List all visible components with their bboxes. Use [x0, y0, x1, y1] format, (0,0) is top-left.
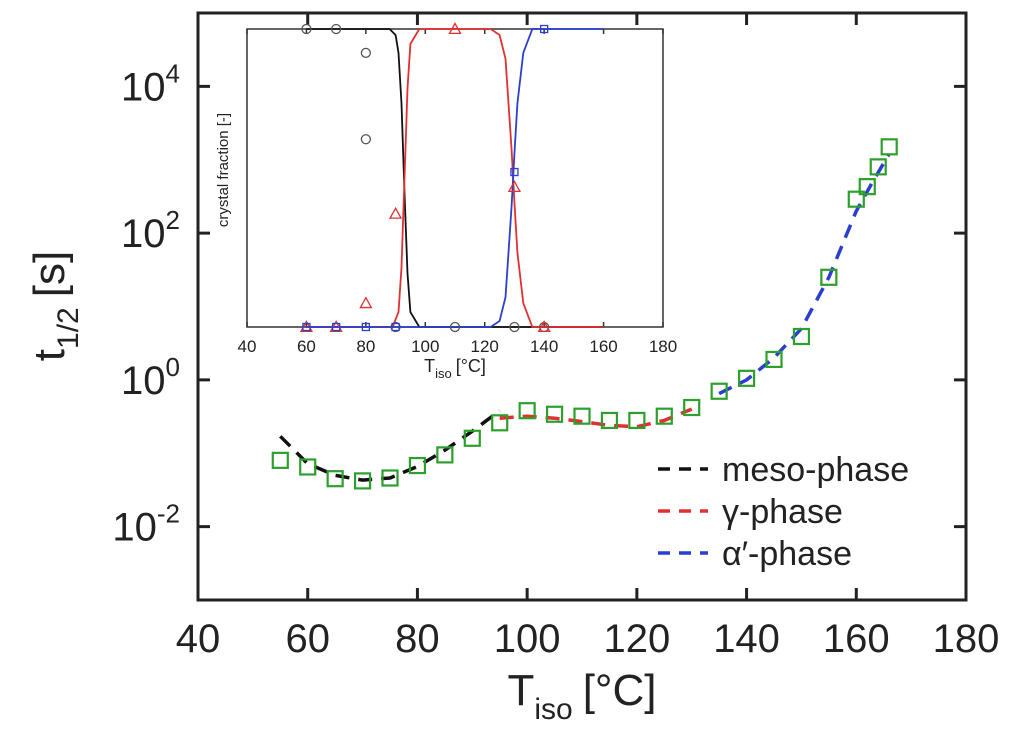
inset-point-triangle [299, 320, 314, 333]
main-x-axis-unit: [°C] [583, 666, 657, 715]
fit-line-phase [718, 153, 891, 396]
inset-x-tick-label: 160 [589, 337, 617, 356]
main-x-tick-label: 80 [395, 617, 440, 661]
main-x-tick-label: 180 [933, 617, 1000, 661]
main-x-tick-label: 100 [494, 617, 561, 661]
data-point-square [408, 456, 427, 475]
inset-curve [306, 28, 604, 328]
data-point-square [600, 411, 619, 430]
inset-point-circle [449, 321, 461, 333]
inset-curves [306, 28, 604, 328]
fit-line-mesophase [279, 409, 501, 482]
data-point-square [792, 327, 811, 346]
inset-point-square [510, 167, 519, 177]
legend-label: γ-phase [722, 493, 843, 531]
inset-point-triangle [359, 296, 373, 309]
inset-point-circle [330, 23, 342, 35]
legend: meso-phase γ-phase α′-phase [658, 451, 909, 573]
main-x-tick-label: 40 [176, 617, 221, 661]
data-point-square [518, 402, 536, 420]
main-y-axis-subscript: 1/2 [52, 307, 85, 349]
inset-point-triangle [388, 206, 403, 219]
data-point-square [436, 446, 454, 464]
inset-point-square [331, 322, 341, 332]
inset-x-axis-title: Tiso [°C] [424, 356, 486, 381]
main-y-tick-label: 102 [121, 205, 180, 256]
inset-x-tick-label: 60 [297, 337, 316, 356]
data-point-square [710, 382, 728, 400]
inset-x-tick-label: 80 [356, 337, 375, 356]
inset-point-triangle [537, 320, 551, 333]
data-point-square [299, 458, 317, 476]
data-point-square [737, 369, 756, 387]
main-y-tick-label: 10-2 [112, 499, 180, 550]
inset-x-axis-unit: [°C] [456, 356, 486, 376]
main-y-axis-symbol: t [25, 349, 74, 361]
main-x-tick-label: 140 [713, 617, 780, 661]
data-point-square [683, 398, 701, 417]
main-x-axis-title: Tiso [°C] [507, 666, 656, 726]
main-x-tick-label: 120 [603, 617, 670, 661]
data-point-square [326, 470, 344, 488]
inset-data-markers [299, 22, 551, 333]
legend-label: α′-phase [722, 535, 852, 573]
data-point-square [847, 190, 865, 208]
main-fit-lines [279, 153, 891, 482]
main-x-tick-label: 60 [285, 617, 330, 661]
inset-x-tick-label: 180 [649, 337, 677, 356]
data-point-square [858, 178, 876, 196]
main-y-tick-labels: 10-2 100 102 104 [112, 58, 180, 549]
legend-label: meso-phase [722, 451, 909, 489]
inset-point-circle [509, 321, 520, 333]
data-point-square [869, 158, 887, 176]
inset-x-tick-label: 40 [238, 337, 257, 356]
inset-point-circle [360, 47, 372, 58]
main-x-tick-labels: 40 60 80 100 120 140 160 180 [176, 617, 1000, 661]
inset-point-circle [301, 23, 312, 35]
inset-curve [306, 28, 604, 328]
data-point-square [545, 405, 564, 423]
inset-y-axis-title: crystal fraction [-] [215, 113, 232, 227]
inset-curve [306, 28, 604, 328]
main-x-axis-symbol: T [507, 666, 534, 715]
data-point-square [765, 350, 783, 369]
main-data-markers [271, 138, 898, 490]
data-point-square [820, 268, 838, 286]
data-point-square [271, 451, 289, 469]
main-y-tick-label: 104 [121, 58, 180, 109]
inset-point-square [302, 322, 311, 332]
inset-point-triangle [507, 180, 522, 192]
inset-background [245, 28, 665, 328]
main-y-axis-unit: [s] [25, 251, 74, 297]
inset-point-square [361, 322, 371, 332]
main-plot-frame [196, 11, 968, 602]
inset-point-square [539, 24, 549, 34]
inset-point-circle [360, 134, 372, 145]
inset-point-square [391, 322, 400, 332]
inset-x-axis-symbol: T [424, 356, 435, 376]
inset-point-triangle [329, 320, 343, 333]
data-point-square [573, 407, 591, 425]
inset-point-circle [390, 321, 401, 333]
data-point-square [655, 407, 673, 425]
main-y-tick-label: 100 [121, 352, 180, 403]
inset-x-axis-subscript: iso [435, 366, 452, 381]
fit-line-phase [499, 407, 693, 429]
inset-x-tick-label: 100 [411, 337, 439, 356]
inset-x-tick-labels: 40 60 80 100 120 140 160 180 [238, 337, 678, 356]
inset-x-tick-label: 120 [471, 337, 499, 356]
data-point-square [381, 469, 399, 487]
data-point-square [628, 411, 646, 430]
main-tick-marks [196, 13, 968, 600]
data-point-square [463, 429, 481, 447]
inset-x-tick-label: 140 [530, 337, 558, 356]
data-point-square [491, 414, 509, 432]
main-y-axis-title: t1/2 [s] [25, 251, 85, 361]
main-x-axis-subscript: iso [534, 693, 572, 726]
data-point-square [880, 138, 898, 156]
main-x-tick-label: 160 [823, 617, 890, 661]
data-point-square [353, 472, 372, 490]
inset-point-triangle [448, 22, 462, 35]
